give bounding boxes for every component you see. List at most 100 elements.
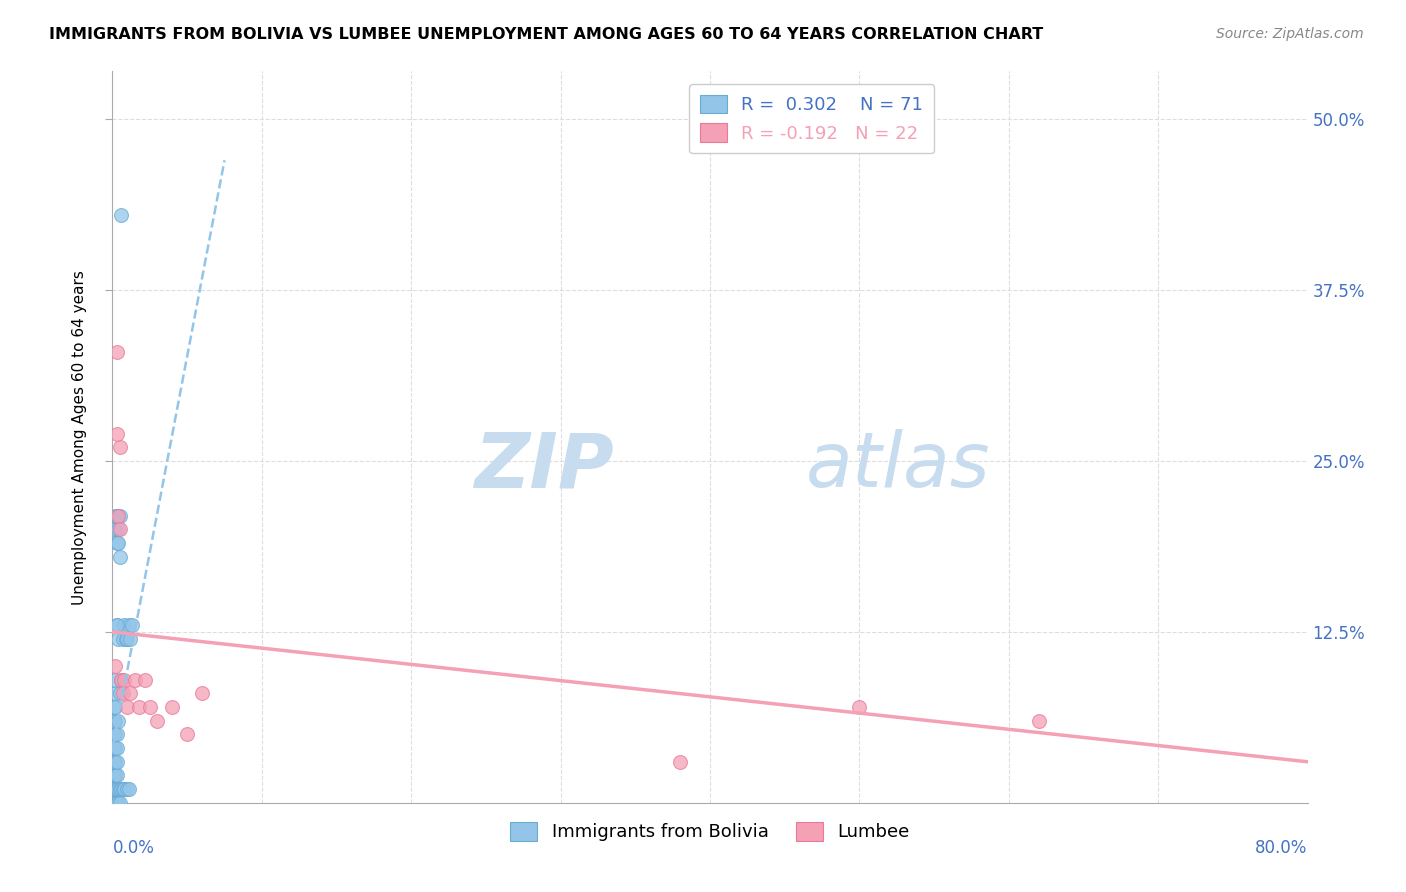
Point [848,700,870,714]
Point [108,440,131,454]
Legend: Immigrants from Bolivia, Lumbee: Immigrants from Bolivia, Lumbee [503,814,917,848]
Point [104,522,127,536]
Point [104,686,127,700]
Point [104,768,127,782]
Point [103,768,125,782]
Point [108,508,131,523]
Point [105,755,128,769]
Point [104,782,127,797]
Point [103,796,125,810]
Point [104,768,127,782]
Point [669,755,692,769]
Point [124,673,146,687]
Point [121,618,143,632]
Point [103,796,125,810]
Point [104,755,127,769]
Point [107,796,129,810]
Point [103,796,125,810]
Point [107,714,129,728]
Point [104,659,127,673]
Point [108,549,131,564]
Point [162,700,183,714]
Point [108,796,131,810]
Point [105,508,128,523]
Text: IMMIGRANTS FROM BOLIVIA VS LUMBEE UNEMPLOYMENT AMONG AGES 60 TO 64 YEARS CORRELA: IMMIGRANTS FROM BOLIVIA VS LUMBEE UNEMPL… [49,27,1043,42]
Point [118,782,141,797]
Text: Source: ZipAtlas.com: Source: ZipAtlas.com [1216,27,1364,41]
Point [114,782,135,797]
Point [103,755,125,769]
Point [103,727,125,741]
Point [105,618,128,632]
Point [139,700,162,714]
Point [110,673,132,687]
Point [107,508,129,523]
Point [104,714,127,728]
Point [108,782,131,797]
Point [105,536,128,550]
Point [103,727,125,741]
Point [111,632,134,646]
Point [103,768,125,782]
Point [191,686,214,700]
Point [103,522,125,536]
Point [120,632,142,646]
Point [120,686,142,700]
Point [103,741,125,756]
Point [103,768,125,782]
Y-axis label: Unemployment Among Ages 60 to 64 years: Unemployment Among Ages 60 to 64 years [72,269,87,605]
Point [118,618,141,632]
Point [105,344,128,359]
Point [134,673,156,687]
Point [105,618,128,632]
Point [117,782,139,797]
Point [103,714,125,728]
Point [114,673,135,687]
Point [117,632,139,646]
Point [1028,714,1050,728]
Point [104,782,127,797]
Point [111,782,134,797]
Point [128,700,150,714]
Point [103,782,125,797]
Point [104,796,127,810]
Point [110,208,132,222]
Point [104,673,127,687]
Point [117,700,139,714]
Point [103,782,125,797]
Point [107,782,129,797]
Point [105,782,128,797]
Point [105,768,128,782]
Point [103,755,125,769]
Point [114,618,135,632]
Point [110,673,132,687]
Point [111,686,134,700]
Point [110,782,132,797]
Point [104,508,127,523]
Text: 0.0%: 0.0% [112,839,155,857]
Text: atlas: atlas [806,429,990,503]
Point [107,536,129,550]
Point [107,632,129,646]
Point [103,755,125,769]
Point [104,700,127,714]
Text: 80.0%: 80.0% [1256,839,1308,857]
Point [176,727,198,741]
Point [146,714,169,728]
Point [115,632,138,646]
Point [103,741,125,756]
Text: ZIP: ZIP [475,429,614,503]
Point [103,768,125,782]
Point [104,727,127,741]
Point [107,522,129,536]
Point [105,727,128,741]
Point [103,782,125,797]
Point [108,522,131,536]
Point [105,426,128,441]
Point [103,714,125,728]
Point [104,741,127,756]
Point [108,686,131,700]
Point [105,741,128,756]
Point [103,700,125,714]
Point [105,796,128,810]
